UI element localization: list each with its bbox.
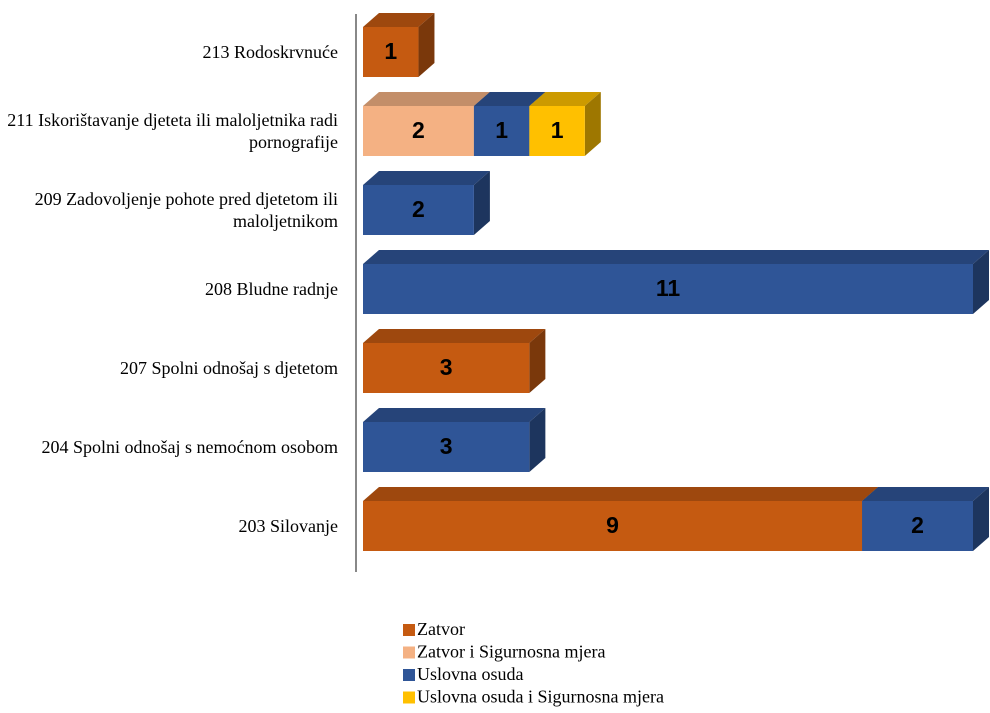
bar-side bbox=[418, 13, 435, 77]
bar-top bbox=[363, 329, 546, 343]
data-label: 9 bbox=[606, 512, 619, 538]
bar bbox=[363, 185, 474, 235]
bar bbox=[529, 106, 585, 156]
data-label: 2 bbox=[412, 196, 425, 222]
bar-top bbox=[363, 171, 490, 185]
bar-top bbox=[473, 92, 546, 106]
bar bbox=[862, 501, 973, 551]
bar-side bbox=[584, 92, 601, 156]
bar-top bbox=[363, 408, 546, 422]
bar bbox=[473, 106, 530, 156]
bar-top bbox=[363, 250, 989, 264]
bar bbox=[363, 501, 863, 551]
bar-top bbox=[363, 13, 435, 27]
data-label: 1 bbox=[551, 117, 564, 143]
legend-label: Uslovna osuda i Sigurnosna mjera bbox=[417, 687, 664, 707]
bar-side bbox=[529, 329, 546, 393]
data-label: 3 bbox=[440, 354, 453, 380]
bar bbox=[363, 264, 973, 314]
bar-side bbox=[473, 171, 490, 235]
legend-swatch bbox=[403, 691, 415, 704]
bar bbox=[363, 27, 419, 77]
category-label: 209 Zadovoljenje pohote pred djetetom il… bbox=[34, 189, 338, 231]
bar-top bbox=[529, 92, 601, 106]
legend-label: Zatvor bbox=[417, 619, 465, 639]
bar bbox=[363, 422, 530, 472]
category-label: 211 Iskorištavanje djeteta ili maloljetn… bbox=[7, 110, 338, 152]
category-label: 204 Spolni odnošaj s nemoćnom osobom bbox=[41, 437, 339, 457]
legend-swatch bbox=[403, 624, 415, 636]
category-label: 208 Bludne radnje bbox=[205, 279, 338, 299]
legend-swatch bbox=[403, 646, 415, 659]
category-label: 207 Spolni odnošaj s djetetom bbox=[120, 358, 338, 378]
bar-top bbox=[862, 487, 989, 501]
data-label: 3 bbox=[440, 433, 453, 459]
data-label: 11 bbox=[656, 275, 681, 301]
legend-label: Zatvor i Sigurnosna mjera bbox=[417, 642, 605, 662]
bar-top bbox=[363, 92, 490, 106]
bar-top bbox=[363, 487, 879, 501]
data-label: 2 bbox=[911, 512, 924, 538]
data-label: 2 bbox=[412, 117, 425, 143]
category-label: 203 Silovanje bbox=[238, 516, 339, 536]
data-label: 1 bbox=[384, 38, 397, 64]
bar-side bbox=[529, 408, 546, 472]
bar-side bbox=[973, 487, 989, 551]
bar bbox=[363, 106, 474, 156]
bar-side bbox=[973, 250, 989, 314]
category-label: 213 Rodoskrvnuće bbox=[202, 42, 338, 62]
legend-swatch bbox=[403, 669, 415, 681]
legend-label: Uslovna osuda bbox=[417, 664, 524, 684]
data-label: 1 bbox=[495, 117, 508, 143]
bar bbox=[363, 343, 530, 393]
